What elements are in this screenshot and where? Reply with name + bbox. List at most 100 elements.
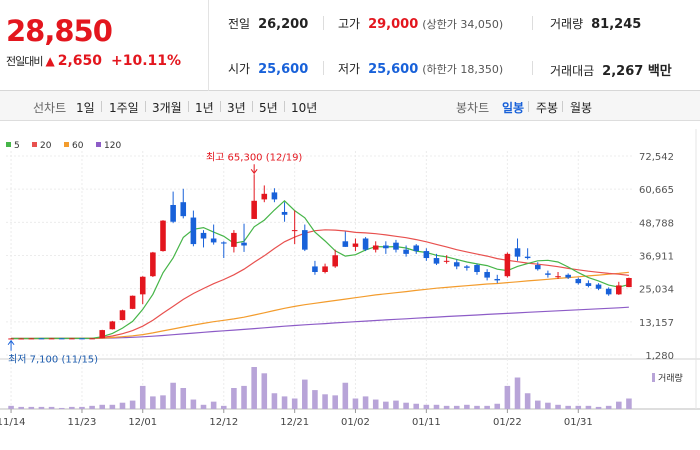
candle-body — [484, 272, 490, 278]
candles — [8, 174, 632, 340]
x-tick-label: 11/14 — [0, 417, 25, 428]
candle-body — [616, 285, 622, 295]
volume-bar — [403, 402, 409, 409]
volume-bar — [545, 402, 551, 409]
volume-bar — [150, 396, 156, 409]
volume-bar — [18, 406, 24, 409]
volume-bar — [220, 405, 227, 409]
candle-body — [231, 232, 237, 247]
volume-bar — [281, 396, 288, 409]
period-1y[interactable]: 1년 — [195, 101, 214, 115]
change-percent: +10.11% — [111, 53, 182, 69]
candle-body — [534, 265, 541, 270]
period-3m[interactable]: 3개월 — [152, 101, 182, 115]
y-tick-label: 25,034 — [639, 285, 674, 296]
stat-amount: 거래대금 2,267 백만 — [550, 60, 672, 79]
volume-bar — [332, 395, 338, 409]
candle-body — [302, 230, 308, 250]
candle-body — [58, 338, 65, 340]
divider — [252, 101, 253, 112]
x-tick-label: 12/12 — [209, 417, 238, 428]
change-value: 2,650 — [57, 53, 103, 69]
volume-bar — [241, 385, 247, 409]
volume-bar — [555, 404, 561, 409]
y-tick-label: 1,280 — [645, 351, 674, 362]
candle-body — [504, 253, 511, 277]
volume-bar — [595, 406, 602, 409]
volume-bar — [119, 402, 126, 409]
prev-value: 26,200 — [258, 17, 309, 32]
divider — [323, 61, 324, 75]
candle-body — [38, 338, 45, 340]
candle-body — [453, 262, 460, 267]
amount-label: 거래대금 — [550, 64, 595, 78]
volume-bar — [79, 406, 85, 409]
volume-bar — [534, 400, 541, 409]
candle-body — [89, 338, 95, 340]
low-annotation: 최저 7,100 (11/15) — [8, 354, 98, 366]
divider — [532, 61, 533, 75]
candle-body — [565, 274, 571, 278]
volume-bar — [261, 373, 268, 409]
volume-bar — [69, 406, 75, 409]
period-1d[interactable]: 1일 — [76, 101, 95, 115]
volume-bar — [180, 388, 187, 409]
chart-toolbar: 선차트 1일 1주일 3개월 1년 3년 5년 10년 봉차트 일봉 주봉 월봉 — [0, 91, 700, 121]
volume-bar — [524, 393, 531, 409]
volume-bar — [8, 405, 14, 409]
legend-label-120: 120 — [104, 141, 121, 151]
volume-bar — [342, 382, 349, 409]
period-monthly[interactable]: 월봉 — [570, 101, 593, 115]
volume-bar — [474, 405, 480, 409]
candle-body — [383, 245, 389, 249]
candle-body — [372, 245, 379, 250]
volume-bar — [484, 405, 490, 409]
candle-body — [281, 211, 288, 215]
volume-bar — [129, 400, 136, 409]
divider — [220, 101, 221, 112]
high-annotation: 최고 65,300 (12/19) — [206, 151, 302, 163]
period-weekly[interactable]: 주봉 — [536, 101, 559, 115]
volume-bar — [362, 396, 369, 409]
candle-body — [342, 241, 349, 247]
candle-body — [514, 248, 521, 257]
period-10y[interactable]: 10년 — [291, 101, 318, 115]
volume-bar — [383, 401, 389, 409]
period-3y[interactable]: 3년 — [227, 101, 246, 115]
volume-bar — [626, 398, 632, 409]
period-daily[interactable]: 일봉 — [502, 101, 525, 115]
quote-header: 28,850 전일대비 ▲ 2,650 +10.11% 전일 26,200 고가… — [0, 0, 700, 91]
up-arrow-icon: ▲ — [45, 54, 55, 68]
legend-label-20: 20 — [40, 141, 52, 151]
y-tick-label: 36,911 — [639, 252, 674, 263]
volume-bar — [139, 385, 146, 409]
ma5-line — [11, 199, 630, 340]
moving-averages — [11, 199, 630, 340]
volume-bar — [616, 401, 622, 409]
period-1w[interactable]: 1주일 — [109, 101, 139, 115]
annotations: 최고 65,300 (12/19) 최저 7,100 (11/15) — [7, 151, 302, 366]
current-price: 28,850 — [6, 14, 113, 48]
volume-bar — [302, 379, 308, 409]
candle-body — [423, 251, 430, 259]
ma-legend: 5 20 60 120 — [6, 141, 121, 151]
candle-body — [312, 266, 318, 273]
x-tick-label: 12/01 — [128, 417, 157, 428]
divider — [284, 101, 285, 112]
divider — [188, 101, 189, 112]
candle-body — [403, 249, 409, 254]
stat-prev: 전일 26,200 — [228, 15, 308, 32]
y-axis: 72,542 60,665 48,788 36,911 25,034 13,157 1,28… — [639, 152, 674, 362]
open-label: 시가 — [228, 62, 251, 76]
period-5y[interactable]: 5년 — [259, 101, 278, 115]
change-row: 전일대비 ▲ 2,650 +10.11% — [6, 53, 181, 69]
candle-body — [464, 266, 470, 268]
open-value: 25,600 — [258, 62, 309, 77]
candle-body — [109, 321, 116, 330]
legend-swatch-60 — [64, 142, 69, 147]
volume-bar — [99, 404, 106, 409]
candle-body — [393, 242, 399, 250]
ma20-line — [11, 229, 629, 340]
candle-body — [433, 258, 440, 264]
low-value: 25,600 — [368, 62, 419, 77]
